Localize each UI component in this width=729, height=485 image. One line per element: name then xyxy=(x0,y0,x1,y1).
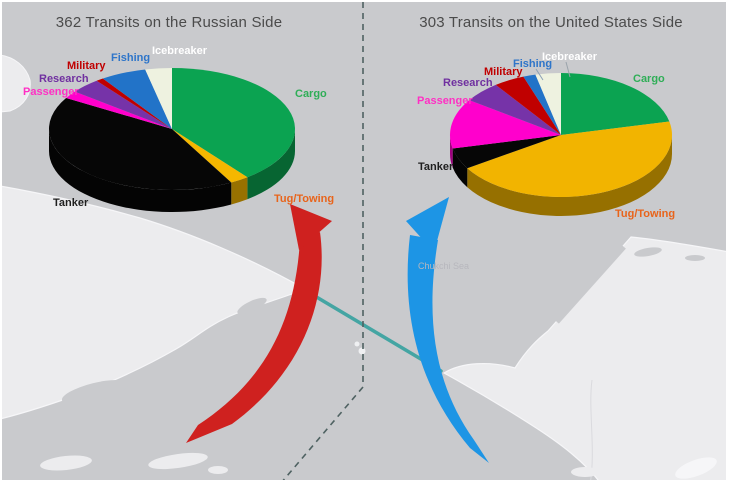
pie-slice-label: Fishing xyxy=(111,52,150,64)
pie-us-side: Cargo Tug/Towing Tanker Passenger ResearchMi… xyxy=(417,51,675,220)
pie-slice-side xyxy=(247,129,295,200)
pie-slice-label: Icebreaker xyxy=(542,51,598,63)
pie-slice-passenger xyxy=(450,100,561,149)
pie-slice-military xyxy=(96,78,172,129)
pie-slice-cargo xyxy=(561,73,670,135)
red-curved-arrow-icon xyxy=(186,204,332,443)
date-line-divider xyxy=(280,2,364,484)
pie-slice-side xyxy=(450,135,453,168)
russia-landmass xyxy=(0,54,307,474)
pie-slice-label: Tug/Towing xyxy=(274,193,334,205)
pie-charts: CargoTug/TowingTankerPassengerResearchMi… xyxy=(23,45,675,220)
pie-slice-label: Icebreaker xyxy=(152,45,208,57)
pie-slice-label: Military xyxy=(484,66,523,78)
coastal-lagoon xyxy=(555,245,626,324)
pie-slice-side xyxy=(452,148,468,188)
pie-slice-label: Research xyxy=(39,73,89,85)
pie-slice-label: Cargo xyxy=(633,73,665,85)
pie-slice-side xyxy=(231,177,248,205)
russian-side-title: 362 Transits on the Russian Side xyxy=(55,14,283,31)
label-leader-lines xyxy=(535,61,571,81)
diomede-islands xyxy=(354,341,366,355)
pie-slice-label: Fishing xyxy=(513,58,552,70)
pie-slice-label: Military xyxy=(67,60,106,72)
pie-slice-icebreaker xyxy=(535,73,561,135)
pie-slice-label: Cargo xyxy=(295,88,327,100)
pie-slice-tanker xyxy=(452,135,561,169)
pie-slice-side xyxy=(467,135,672,216)
chukchi-sea-label: Chukchi Sea xyxy=(418,261,470,271)
pie-slice-tanker xyxy=(49,97,232,190)
blue-curved-arrow-icon xyxy=(406,197,489,463)
pie-slice-side xyxy=(49,129,232,213)
pie-slice-fishing xyxy=(523,74,561,135)
pie-slice-label: Tug/Towing xyxy=(615,208,675,220)
pie-slice-research xyxy=(469,84,561,135)
pie-slice-tug-towing xyxy=(467,121,672,198)
pie-slice-label: Research xyxy=(443,77,493,89)
pie-slice-label: Passenger xyxy=(23,86,79,98)
pie-slice-tug-towing xyxy=(172,129,248,183)
pie-slice-passenger xyxy=(66,91,172,129)
flow-arrows xyxy=(186,197,489,463)
pie-slice-cargo xyxy=(172,68,296,178)
pie-russian-side: Cargo Tug/Towing Tanker PassengerResearchMi… xyxy=(23,45,334,213)
pie-slice-label: Tanker xyxy=(53,197,89,209)
pie-slice-fishing xyxy=(102,69,172,129)
pie-slice-icebreaker xyxy=(145,68,172,129)
pie-slice-military xyxy=(495,76,561,135)
strait-route-line xyxy=(301,287,443,373)
pie-slice-label: Tanker xyxy=(418,161,454,173)
us-side-title: 303 Transits on the United States Side xyxy=(419,14,683,31)
pie-slice-research xyxy=(74,80,172,129)
pie-slice-label: Passenger xyxy=(417,95,473,107)
